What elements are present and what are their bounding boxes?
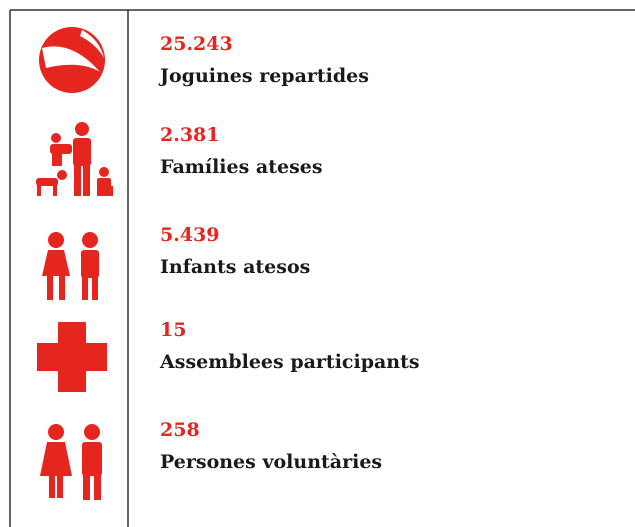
adults-icon (40, 424, 102, 500)
stat-label: Persones voluntàries (160, 451, 382, 473)
stat-label: Assemblees participants (159, 351, 420, 373)
cross-icon (37, 322, 107, 392)
ball-icon (39, 27, 105, 93)
children-icon (42, 232, 99, 300)
stat-label: Infants atesos (160, 256, 310, 278)
stat-value: 5.439 (160, 224, 220, 246)
stat-label: Joguines repartides (158, 65, 369, 87)
stat-value: 25.243 (160, 33, 233, 55)
stat-value: 15 (160, 319, 186, 341)
stat-value: 258 (160, 419, 200, 441)
stats: 25.243 Joguines repartides 2.381 Famílies a… (158, 33, 420, 473)
family-icon (36, 122, 113, 196)
stat-value: 2.381 (160, 124, 220, 146)
stat-label: Famílies ateses (160, 156, 323, 178)
